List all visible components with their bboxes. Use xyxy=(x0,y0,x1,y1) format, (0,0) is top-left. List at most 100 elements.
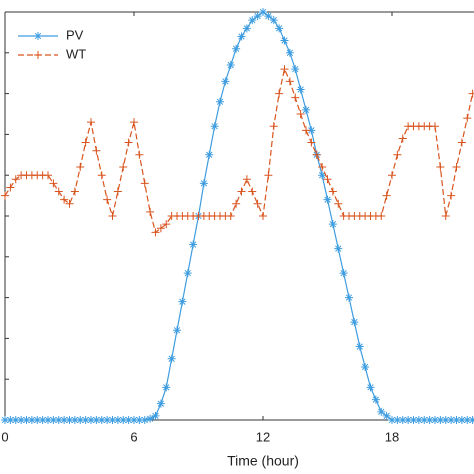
marker xyxy=(76,416,85,424)
marker xyxy=(291,93,300,102)
marker xyxy=(103,195,112,204)
marker xyxy=(334,199,343,208)
marker xyxy=(242,175,251,184)
marker xyxy=(269,16,278,25)
marker xyxy=(242,24,251,33)
series-line xyxy=(4,67,474,234)
marker xyxy=(318,163,327,172)
marker xyxy=(11,416,20,424)
marker xyxy=(6,183,15,192)
marker xyxy=(97,416,106,424)
marker xyxy=(253,199,262,208)
marker xyxy=(65,199,74,208)
marker xyxy=(97,171,106,180)
marker xyxy=(178,297,187,306)
marker xyxy=(17,416,26,424)
marker xyxy=(420,416,429,424)
marker xyxy=(334,244,343,253)
marker xyxy=(398,416,407,424)
marker xyxy=(436,163,445,172)
marker xyxy=(388,171,396,180)
marker xyxy=(264,171,273,180)
marker xyxy=(436,416,445,424)
legend-marker xyxy=(34,32,42,40)
marker xyxy=(361,362,370,371)
marker xyxy=(441,212,450,220)
marker xyxy=(318,171,327,180)
legend-marker xyxy=(34,51,42,59)
marker xyxy=(457,138,466,147)
x-tick-label: 6 xyxy=(130,429,137,444)
marker xyxy=(140,179,149,188)
marker xyxy=(452,163,461,172)
marker xyxy=(6,416,15,424)
marker xyxy=(280,36,289,45)
marker xyxy=(124,416,133,424)
marker xyxy=(151,411,160,420)
marker xyxy=(323,175,332,184)
marker xyxy=(275,24,284,33)
marker xyxy=(264,12,273,21)
marker xyxy=(232,199,241,208)
marker xyxy=(452,416,461,424)
marker xyxy=(350,318,359,327)
marker xyxy=(269,122,278,131)
marker xyxy=(92,416,101,424)
legend-box xyxy=(12,22,100,70)
x-tick-label: 18 xyxy=(385,429,399,444)
marker xyxy=(221,77,230,86)
marker xyxy=(60,416,69,424)
marker xyxy=(285,48,294,57)
marker xyxy=(81,138,90,147)
legend-label: PV xyxy=(66,27,84,42)
x-tick-label: 12 xyxy=(256,429,270,444)
marker xyxy=(44,416,52,424)
x-tick-label: 0 xyxy=(1,429,8,444)
marker xyxy=(151,228,160,237)
marker xyxy=(248,16,257,25)
marker xyxy=(425,416,434,424)
marker xyxy=(382,191,391,200)
marker xyxy=(130,118,138,127)
marker xyxy=(226,61,235,70)
marker xyxy=(130,416,138,424)
marker xyxy=(302,105,310,114)
marker xyxy=(237,32,246,41)
marker xyxy=(328,187,337,196)
marker xyxy=(87,416,95,424)
marker xyxy=(377,212,386,220)
marker xyxy=(108,212,117,220)
marker xyxy=(44,171,52,180)
marker xyxy=(189,240,198,249)
marker xyxy=(70,187,79,196)
marker xyxy=(447,191,456,200)
marker xyxy=(205,150,214,159)
marker xyxy=(54,187,63,196)
marker xyxy=(146,207,155,216)
marker xyxy=(60,195,69,204)
marker xyxy=(404,416,413,424)
marker xyxy=(237,187,246,196)
marker xyxy=(173,326,181,335)
marker xyxy=(162,383,171,392)
marker xyxy=(345,293,353,302)
marker xyxy=(393,150,402,159)
marker xyxy=(468,89,474,98)
marker xyxy=(38,416,47,424)
marker xyxy=(216,97,224,106)
series-line xyxy=(5,11,473,421)
marker xyxy=(296,85,305,94)
marker xyxy=(65,416,74,424)
marker xyxy=(291,65,300,74)
marker xyxy=(285,77,294,86)
marker xyxy=(113,187,122,196)
marker xyxy=(146,414,155,423)
marker xyxy=(183,269,192,278)
marker xyxy=(431,122,439,131)
marker xyxy=(76,163,85,172)
marker xyxy=(307,126,316,135)
marker xyxy=(414,416,423,424)
marker xyxy=(441,416,450,424)
marker xyxy=(259,8,267,16)
marker xyxy=(54,416,63,424)
